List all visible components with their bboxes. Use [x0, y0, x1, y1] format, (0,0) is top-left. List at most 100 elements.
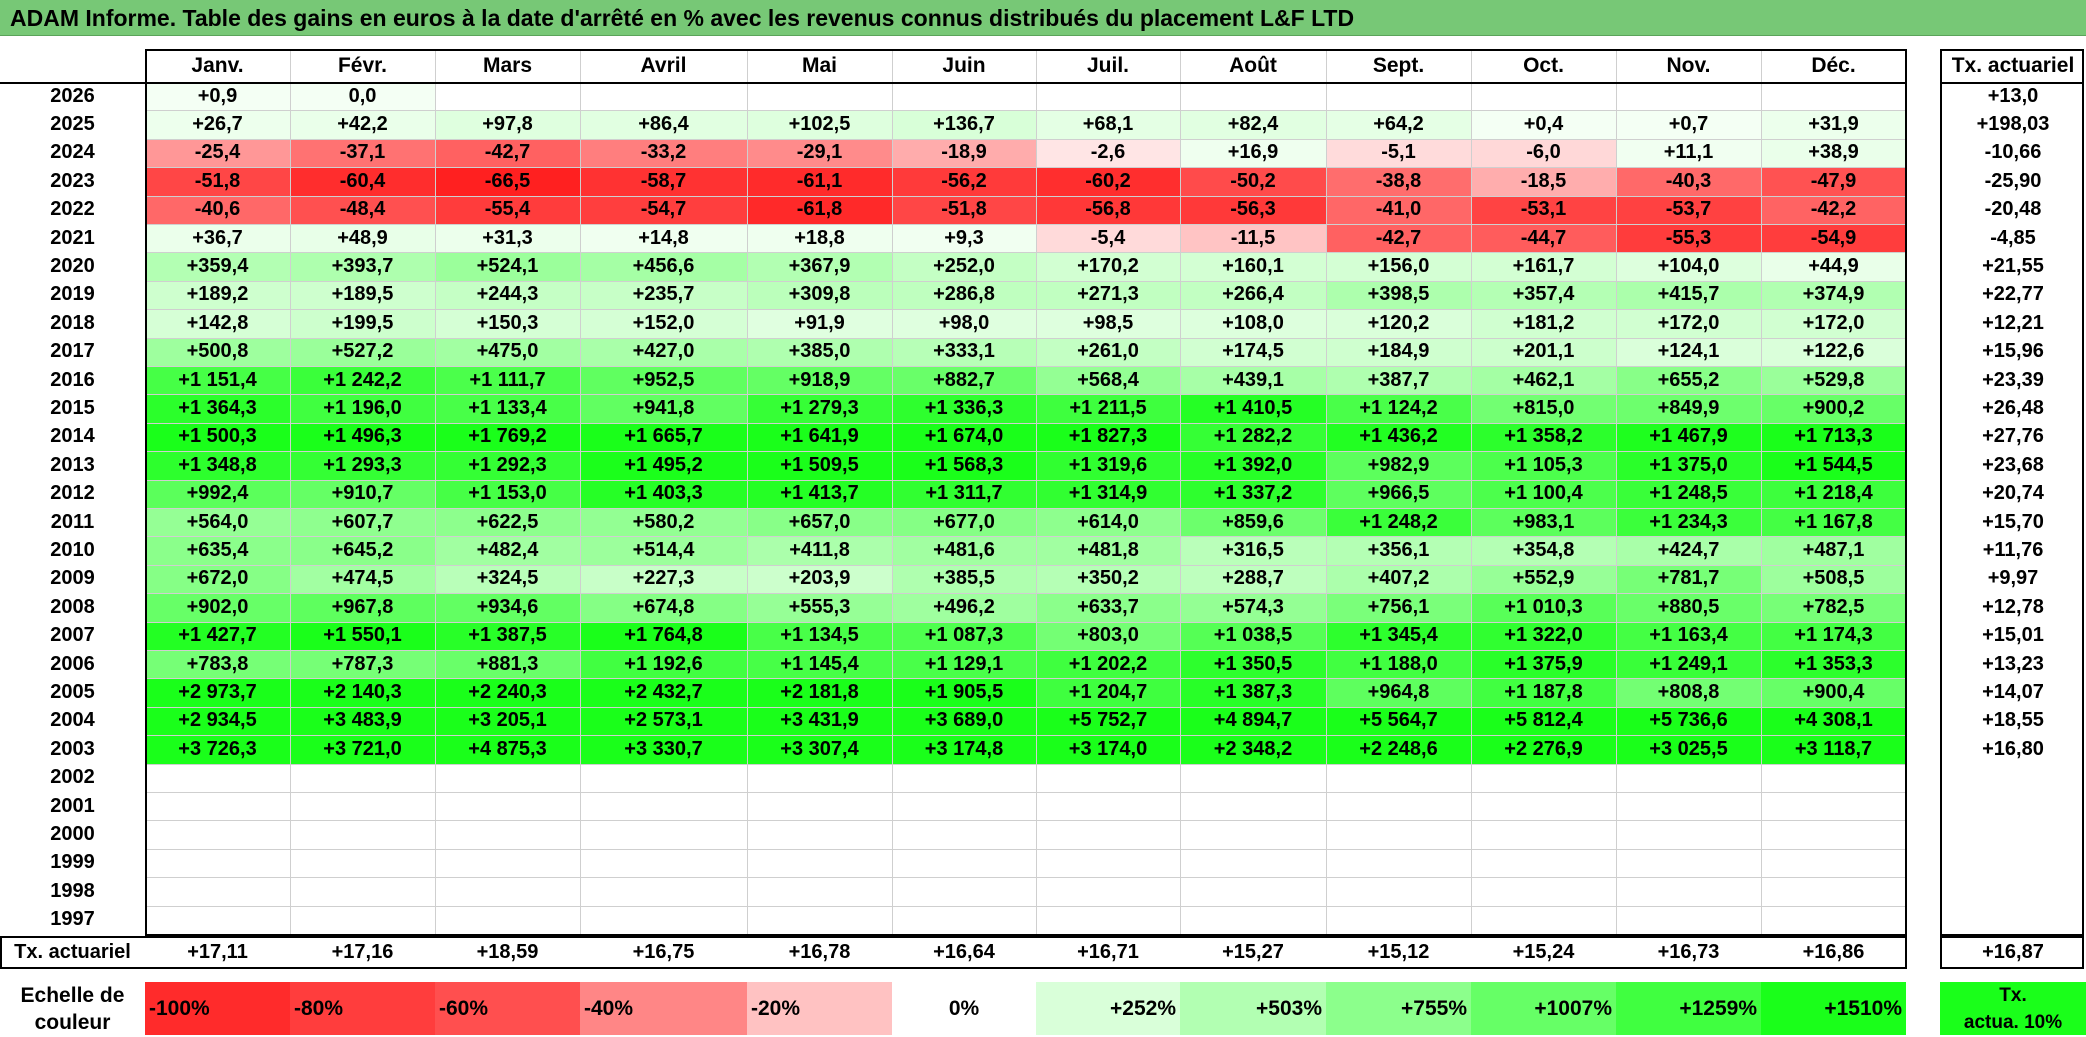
gain-cell: +614,0 [1036, 508, 1180, 537]
month-header: Mai [801, 53, 837, 77]
actuarial-cell: +11,76 [1982, 539, 2044, 562]
actuarial-cell: +18,55 [1982, 709, 2044, 732]
gain-cell: -40,3 [1616, 167, 1761, 196]
actuarial-cell: -10,66 [1984, 141, 2042, 164]
gain-cell: +181,2 [1471, 309, 1616, 338]
totals-cell: +17,16 [331, 941, 394, 963]
month-header: Déc. [1811, 53, 1856, 77]
gain-cell [145, 820, 290, 849]
gain-cell: +787,3 [290, 650, 435, 679]
actuarial-cell: +12,78 [1982, 595, 2044, 618]
gain-cell: +411,8 [747, 536, 892, 565]
grid-line [145, 763, 1906, 765]
actuarial-cell: +13,0 [1987, 84, 2039, 107]
gain-cell: -38,8 [1326, 167, 1471, 196]
gain-cell: -61,8 [747, 195, 892, 224]
gain-cell: -48,4 [290, 195, 435, 224]
gain-cell [580, 848, 747, 878]
totals-cell: +15,24 [1512, 941, 1575, 963]
gain-cell: +529,8 [1761, 366, 1906, 395]
grid-line [145, 848, 1906, 850]
year-label: 2017 [50, 340, 95, 363]
actuarial-cell [1940, 820, 2086, 848]
gain-cell: +880,5 [1616, 593, 1761, 622]
gain-cell: +3 721,0 [290, 735, 435, 764]
gain-cell: +252,0 [892, 252, 1036, 281]
year-label: 2015 [50, 397, 95, 420]
gain-cell [1761, 820, 1906, 849]
gain-cell: +124,1 [1616, 337, 1761, 366]
gain-cell: +38,9 [1761, 138, 1906, 168]
gain-cell: +1 769,2 [435, 422, 580, 452]
gain-cell: +26,7 [145, 110, 290, 139]
gain-cell [1036, 877, 1180, 906]
gain-cell: +568,4 [1036, 366, 1180, 395]
gain-cell: +98,0 [892, 309, 1036, 338]
gain-cell: -56,2 [892, 167, 1036, 196]
gain-cell: +633,7 [1036, 593, 1180, 622]
gain-cell: +1 665,7 [580, 422, 747, 452]
grid-line [290, 49, 291, 934]
actuarial-cell [1940, 849, 2086, 877]
year-label: 2005 [50, 681, 95, 704]
header-divider [1940, 82, 2084, 84]
gain-cell: -5,4 [1036, 224, 1180, 253]
actuarial-cell: +9,97 [1987, 567, 2039, 590]
gain-cell: -54,7 [580, 195, 747, 224]
grid-line [145, 820, 1906, 822]
year-label: 2018 [50, 311, 95, 334]
gain-cell: +900,2 [1761, 394, 1906, 423]
gain-cell: +189,2 [145, 280, 290, 310]
gain-cell: +1 249,1 [1616, 650, 1761, 679]
year-label: 2016 [50, 368, 95, 391]
gain-cell: +1 364,3 [145, 394, 290, 423]
totals-cell: +15,12 [1367, 941, 1430, 963]
gain-cell: -51,8 [145, 167, 290, 196]
gain-cell: +482,4 [435, 536, 580, 565]
gain-cell: -25,4 [145, 138, 290, 168]
gain-cell: +1 348,8 [145, 451, 290, 480]
totals-label: Tx. actuariel [14, 941, 131, 963]
gain-cell: +1 345,4 [1326, 621, 1471, 650]
gain-cell: +9,3 [892, 224, 1036, 253]
gain-cell: +3 205,1 [435, 706, 580, 736]
gain-cell: +1 242,2 [290, 366, 435, 395]
grid-line [145, 252, 1906, 254]
gain-cell: +1 375,0 [1616, 451, 1761, 480]
gain-cell: +2 973,7 [145, 678, 290, 707]
gain-cell [1616, 82, 1761, 111]
gain-cell: +527,2 [290, 337, 435, 366]
gain-cell: +3 307,4 [747, 735, 892, 764]
gain-cell: -56,3 [1180, 195, 1326, 224]
legend-swatch: +1510% [1761, 982, 1906, 1035]
gain-cell [1180, 820, 1326, 849]
gain-cell: +941,8 [580, 394, 747, 423]
gain-cell: +108,0 [1180, 309, 1326, 338]
gain-cell: +199,5 [290, 309, 435, 338]
gain-cell: 0,0 [290, 82, 435, 111]
gain-cell: +357,4 [1471, 280, 1616, 310]
gain-cell [435, 877, 580, 906]
gain-cell: +3 174,0 [1036, 735, 1180, 764]
gain-cell [290, 905, 435, 934]
grid-line [145, 224, 1906, 225]
gain-cell: +82,4 [1180, 110, 1326, 139]
gain-cell: +0,4 [1471, 110, 1616, 139]
year-label: 2022 [50, 198, 95, 221]
gain-cell: +150,3 [435, 309, 580, 338]
gain-cell: -42,7 [1326, 224, 1471, 253]
gain-cell [1616, 763, 1761, 792]
gain-cell: +42,2 [290, 110, 435, 139]
gain-cell: +1 392,0 [1180, 451, 1326, 480]
gain-cell: +1 100,4 [1471, 479, 1616, 508]
grid-line [145, 650, 1906, 651]
gain-cell: +16,9 [1180, 138, 1326, 168]
gain-cell [435, 792, 580, 821]
gain-cell: +982,9 [1326, 451, 1471, 480]
year-label: 2004 [50, 709, 95, 732]
gain-cell [435, 820, 580, 849]
gain-cell: +286,8 [892, 280, 1036, 310]
grid-line [145, 536, 1906, 538]
gain-cell: +201,1 [1471, 337, 1616, 366]
month-header: Févr. [337, 53, 388, 77]
